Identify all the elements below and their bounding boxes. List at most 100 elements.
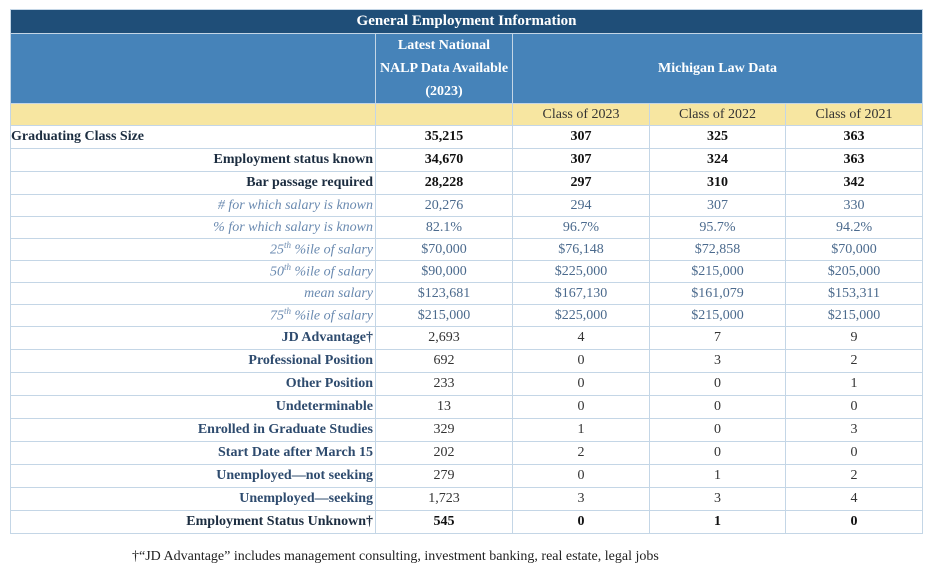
value-cell: $215,000	[649, 260, 786, 283]
value-cell: 324	[649, 148, 786, 172]
data-row: % for which salary is known 82.1% 96.7% 95.…	[10, 216, 924, 239]
row-label: Employment Status Unknown†	[10, 510, 376, 534]
data-row: Bar passage required 28,228 297 310 342	[10, 171, 924, 195]
value-cell: 307	[649, 194, 786, 217]
value-cell: $72,858	[649, 238, 786, 261]
value-cell: 0	[512, 395, 650, 419]
data-row: Employment Status Unknown† 545 0 1 0	[10, 510, 924, 534]
data-row: Employment status known 34,670 307 324 363	[10, 148, 924, 172]
value-cell: 0	[784, 395, 924, 419]
row-label: 25th %ile of salary	[10, 238, 376, 261]
label-sup: th	[283, 306, 291, 317]
data-row: Undeterminable 13 0 0 0	[10, 395, 924, 419]
data-row: Enrolled in Graduate Studies 329 1 0 3	[10, 418, 924, 442]
value-cell: $123,681	[375, 282, 513, 305]
value-cell: 95.7%	[649, 216, 786, 239]
value-cell: 363	[784, 148, 924, 172]
footnote: †“JD Advantage” includes management cons…	[132, 549, 659, 564]
value-cell: 9	[784, 326, 924, 350]
value-cell: 3	[649, 487, 786, 511]
value-cell: $70,000	[784, 238, 924, 261]
row-label: JD Advantage†	[10, 326, 376, 350]
value-cell: 1	[649, 510, 786, 534]
value-cell: 0	[512, 464, 650, 488]
row-label: 75th %ile of salary	[10, 304, 376, 327]
title-row: General Employment Information	[9, 9, 924, 34]
value-cell: $215,000	[649, 304, 786, 327]
row-label: Other Position	[10, 372, 376, 396]
value-cell: 1	[649, 464, 786, 488]
value-cell: 34,670	[375, 148, 513, 172]
value-cell: 7	[649, 326, 786, 350]
row-label: 50th %ile of salary	[10, 260, 376, 283]
empty-cell	[10, 33, 376, 104]
value-cell: 330	[784, 194, 924, 217]
header-row: Latest National NALP Data Available (2023)…	[10, 33, 924, 104]
row-label: Employment status known	[10, 148, 376, 172]
data-row: mean salary $123,681 $167,130 $161,079 $153,…	[10, 282, 924, 305]
data-row: Professional Position 692 0 3 2	[10, 349, 924, 373]
value-cell: 1	[512, 418, 650, 442]
nalp-header-line: (2023)	[425, 84, 463, 99]
value-cell: 297	[512, 171, 650, 195]
michigan-header: Michigan Law Data	[511, 33, 924, 104]
row-label: Unemployed—not seeking	[10, 464, 376, 488]
value-cell: 307	[512, 148, 650, 172]
label-sup: th	[283, 262, 291, 273]
value-cell: 35,215	[375, 125, 513, 149]
nalp-header-line: Latest National	[397, 38, 491, 53]
data-row: 25th %ile of salary $70,000 $76,148 $72,858…	[10, 238, 924, 261]
class-row: Class of 2023 Class of 2022 Class of 2021	[10, 103, 924, 126]
value-cell: 1	[784, 372, 924, 396]
value-cell: 82.1%	[375, 216, 513, 239]
data-row: Other Position 233 0 0 1	[10, 372, 924, 396]
class-header: Class of 2022	[649, 103, 786, 126]
value-cell: $153,311	[784, 282, 924, 305]
value-cell: 0	[784, 441, 924, 465]
value-cell: 0	[649, 395, 786, 419]
value-cell: 310	[649, 171, 786, 195]
nalp-header: Latest National NALP Data Available (2023)	[375, 33, 513, 104]
row-label: Undeterminable	[10, 395, 376, 419]
value-cell: 233	[375, 372, 513, 396]
value-cell: 2	[784, 349, 924, 373]
row-label: Bar passage required	[10, 171, 376, 195]
value-cell: $215,000	[784, 304, 924, 327]
empty-cell	[375, 103, 513, 126]
row-label: Professional Position	[10, 349, 376, 373]
value-cell: $76,148	[512, 238, 650, 261]
data-row: JD Advantage† 2,693 4 7 9	[10, 326, 924, 350]
value-cell: $70,000	[375, 238, 513, 261]
value-cell: 279	[375, 464, 513, 488]
value-cell: 545	[375, 510, 513, 534]
value-cell: 692	[375, 349, 513, 373]
data-row: Unemployed—not seeking 279 0 1 2	[10, 464, 924, 488]
table-wrap: General Employment Information Latest Nat…	[9, 9, 924, 534]
value-cell: 28,228	[375, 171, 513, 195]
class-header: Class of 2021	[784, 103, 924, 126]
data-row: Start Date after March 15 202 2 0 0	[10, 441, 924, 465]
value-cell: 96.7%	[512, 216, 650, 239]
label-base: 25	[269, 242, 284, 258]
value-cell: 0	[649, 418, 786, 442]
value-cell: 20,276	[375, 194, 513, 217]
value-cell: 1,723	[375, 487, 513, 511]
value-cell: 325	[649, 125, 786, 149]
row-label: % for which salary is known	[10, 216, 376, 239]
row-label: Unemployed—seeking	[10, 487, 376, 511]
label-rest: %ile of salary	[290, 242, 373, 258]
row-label: mean salary	[10, 282, 376, 305]
data-row: Graduating Class Size 35,215 307 325 363	[10, 125, 924, 149]
value-cell: 0	[512, 510, 650, 534]
value-cell: 0	[784, 510, 924, 534]
label-base: 75	[269, 308, 284, 324]
value-cell: 2	[784, 464, 924, 488]
table-title: General Employment Information	[9, 9, 924, 34]
row-label: Start Date after March 15	[10, 441, 376, 465]
value-cell: $205,000	[784, 260, 924, 283]
value-cell: 3	[512, 487, 650, 511]
employment-table: General Employment Information Latest Nat…	[9, 9, 924, 534]
value-cell: 0	[512, 372, 650, 396]
class-header: Class of 2023	[512, 103, 650, 126]
value-cell: $215,000	[375, 304, 513, 327]
